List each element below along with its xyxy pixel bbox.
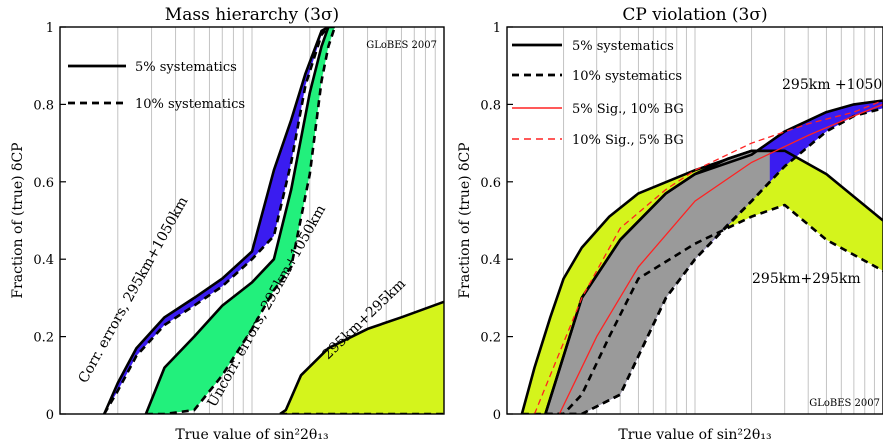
legend-label: 10% Sig., 5% BG [572, 133, 684, 148]
band-curve-dashed-2 [145, 27, 337, 414]
y-tick-label: 0.2 [480, 331, 501, 346]
band-curve-dashed-1 [103, 27, 330, 414]
legend-label: 5% systematics [572, 39, 674, 54]
y-tick-label: 0.8 [33, 98, 54, 113]
annotation-label: 295km +1050km [782, 77, 883, 93]
band-curve-solid-1 [103, 27, 330, 414]
band-fill-1 [521, 150, 883, 414]
red-curve-2 [533, 99, 883, 414]
x-axis-label: True value of sin²2θ₁₃ [618, 427, 771, 443]
annotation-label: 295km+295km [752, 271, 861, 287]
legend-label: 5% Sig., 10% BG [572, 102, 684, 117]
y-tick-label: 0.4 [33, 253, 54, 268]
y-tick-label: 1 [46, 21, 54, 36]
band-fill-3 [280, 301, 444, 414]
red-curve-1 [558, 103, 883, 414]
band-fill-3 [545, 150, 770, 414]
y-tick-label: 0.4 [480, 253, 501, 268]
band-fill-2 [145, 27, 335, 414]
watermark-label: GLoBES 2007 [366, 40, 437, 51]
y-tick-label: 0 [493, 408, 501, 423]
band-curve-solid-1 [520, 149, 883, 414]
plot-frame [506, 26, 883, 415]
y-axis-label: Fraction of (true) δCP [10, 142, 26, 298]
watermark-label: GLoBES 2007 [809, 398, 880, 409]
plot-frame [59, 26, 445, 415]
band-curve-solid-2 [144, 27, 335, 414]
band-curve-solid-3 [279, 300, 444, 414]
band-curve-solid-3 [544, 149, 770, 414]
chart-panel-1: 0 0.2 0.4 0.6 0.8 1 Mass hierarchy (3σ) True va… [10, 5, 445, 443]
plot-area [520, 27, 883, 414]
y-tick-label: 0 [46, 408, 54, 423]
chart-panel-2: 0 0.2 0.4 0.6 0.8 1 CP violation (3σ) True valu… [457, 5, 883, 443]
legend-label: 10% systematics [572, 69, 682, 84]
chart-title: CP violation (3σ) [622, 5, 767, 25]
legend-label: 5% systematics [135, 60, 237, 75]
y-tick-label: 0.6 [480, 176, 501, 191]
y-axis-label: Fraction of (true) δCP [457, 142, 473, 298]
band-curve-dashed-2 [545, 107, 883, 414]
x-axis-label: True value of sin²2θ₁₃ [175, 427, 328, 443]
y-tick-label: 0.2 [33, 331, 54, 346]
y-tick-label: 0.8 [480, 98, 501, 113]
plot-area [103, 27, 444, 414]
y-tick-label: 0.6 [33, 176, 54, 191]
band-curve-dashed-3 [545, 180, 771, 414]
legend-label: 10% systematics [135, 97, 245, 112]
y-tick-label: 1 [493, 21, 501, 36]
chart-title: Mass hierarchy (3σ) [165, 5, 339, 25]
